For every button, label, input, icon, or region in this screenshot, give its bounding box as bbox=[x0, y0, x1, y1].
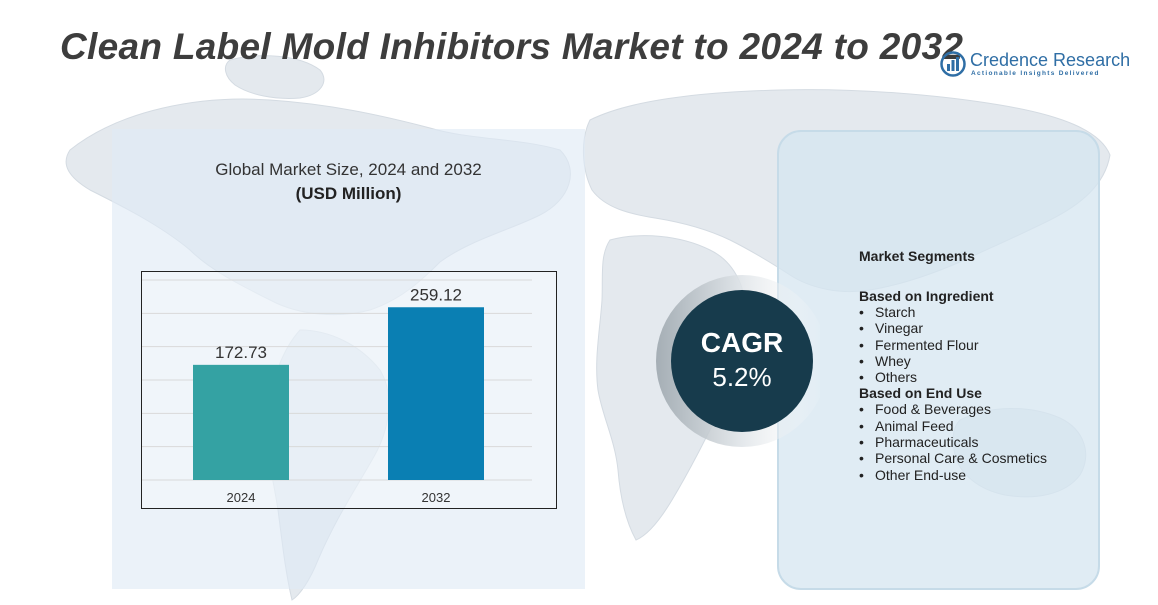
bullet-icon: • bbox=[859, 466, 864, 483]
bullet-icon: • bbox=[859, 417, 864, 434]
x-tick-label-2024: 2024 bbox=[227, 490, 256, 505]
list-item: • Other End-use bbox=[859, 466, 967, 483]
x-tick-label-2032: 2032 bbox=[422, 490, 451, 505]
page-title: Clean Label Mold Inhibitors Market to 20… bbox=[60, 26, 964, 67]
bullet-icon: • bbox=[859, 450, 864, 467]
brand-logo: Credence Research Actionable Insights De… bbox=[940, 48, 1130, 84]
data-label-2032: 259.12 bbox=[410, 285, 462, 304]
ingredient-list: • Starch • Vinegar • Fermented Flour • Whey … bbox=[859, 304, 1047, 385]
chart-title: Global Market Size, 2024 and 2032 bbox=[215, 160, 482, 179]
bar-chart: 172.73 2024 259.12 2032 bbox=[142, 279, 532, 505]
chart-unit: (USD Million) bbox=[295, 184, 402, 203]
cagr-label: CAGR bbox=[700, 327, 784, 358]
brand-tagline: Actionable Insights Delivered bbox=[971, 70, 1100, 77]
end-use-list: • Food & Beverages • Animal Feed • Pharmace… bbox=[859, 401, 1047, 482]
segment-group-title: Based on End Use bbox=[859, 385, 982, 402]
bullet-icon: • bbox=[859, 352, 864, 369]
list-item: • Personal Care & Cosmetics bbox=[859, 450, 1047, 467]
bullet-icon: • bbox=[859, 320, 864, 337]
bar-2024 bbox=[193, 364, 289, 480]
bar-2032 bbox=[388, 307, 484, 480]
brand-name: Credence Research bbox=[970, 50, 1131, 70]
list-item: • Fermented Flour bbox=[859, 336, 979, 353]
bullet-icon: • bbox=[859, 401, 864, 418]
bullet-icon: • bbox=[859, 304, 864, 320]
cagr-value: 5.2% bbox=[712, 362, 772, 392]
list-item: • Whey bbox=[859, 352, 911, 369]
bullet-icon: • bbox=[859, 434, 864, 451]
market-size-panel bbox=[112, 129, 585, 589]
segments-title: Market Segments bbox=[859, 248, 975, 264]
cagr-badge bbox=[671, 290, 813, 432]
list-item: • Animal Feed bbox=[859, 417, 954, 434]
bullet-icon: • bbox=[859, 336, 864, 353]
segment-group-title: Based on Ingredient bbox=[859, 288, 994, 304]
market-segments: Market Segments Based on Ingredient • Sta… bbox=[859, 248, 1047, 483]
list-item: • Others bbox=[859, 369, 918, 386]
list-item: • Vinegar bbox=[859, 320, 924, 337]
list-item: • Pharmaceuticals bbox=[859, 434, 979, 451]
brand-icon bbox=[940, 51, 966, 77]
segments-panel bbox=[777, 130, 1100, 590]
list-item: • Food & Beverages bbox=[859, 401, 991, 418]
data-label-2024: 172.73 bbox=[215, 343, 267, 362]
list-item: • Starch bbox=[859, 304, 916, 320]
bullet-icon: • bbox=[859, 369, 864, 386]
chart-frame: 172.73 2024 259.12 2032 bbox=[141, 271, 557, 509]
